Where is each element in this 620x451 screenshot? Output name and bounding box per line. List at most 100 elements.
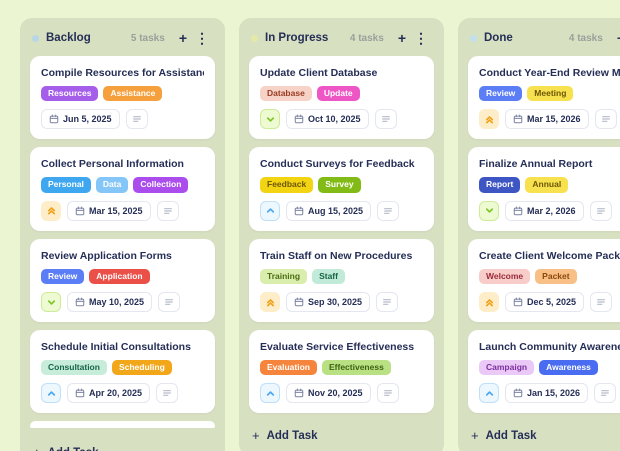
- task-card[interactable]: Train Staff on New Procedures Training St…: [249, 238, 434, 323]
- add-task-button[interactable]: + Add Task: [249, 421, 434, 446]
- tag-report: Report: [479, 177, 521, 193]
- priority-high-icon: [260, 292, 280, 313]
- priority-high-icon: [479, 109, 499, 130]
- task-card[interactable]: Finalize Annual Report Report Annual Mar …: [468, 147, 620, 231]
- card-footer: Oct 10, 2025: [260, 109, 423, 130]
- tag-assistance: Assistance: [103, 86, 163, 102]
- due-date-text: Mar 15, 2025: [89, 205, 143, 216]
- tag-consultation: Consultation: [41, 360, 107, 376]
- description-chip: [590, 292, 613, 313]
- card-footer: May 10, 2025: [41, 292, 204, 313]
- calendar-icon: [294, 114, 304, 124]
- description-icon: [163, 390, 171, 397]
- due-date-chip: Jun 5, 2025: [41, 109, 120, 130]
- tag-survey: Survey: [318, 177, 361, 193]
- card-title: Launch Community Awareness Campaign: [479, 341, 620, 354]
- task-card[interactable]: Schedule Initial Consultations Consultat…: [30, 330, 215, 414]
- due-date-chip: Oct 10, 2025: [286, 109, 369, 130]
- tag-feedback: Feedback: [260, 177, 314, 193]
- add-card-icon[interactable]: +: [613, 31, 620, 45]
- task-card[interactable]: Launch Community Awareness Campaign Camp…: [468, 330, 620, 414]
- tag-meeting: Meeting: [527, 86, 574, 102]
- tag-annual: Annual: [525, 177, 569, 193]
- task-card[interactable]: Create Client Welcome Packets Welcome Pac…: [468, 238, 620, 323]
- column-title: Done: [484, 32, 513, 44]
- due-date-text: May 10, 2025: [89, 297, 145, 308]
- card-footer: Aug 15, 2025: [260, 200, 423, 221]
- add-task-label: Add Task: [48, 447, 99, 451]
- card-footer: Sep 30, 2025: [260, 292, 423, 313]
- description-chip: [376, 383, 399, 404]
- card-title: Update Client Database: [260, 67, 378, 79]
- add-task-label: Add Task: [266, 429, 318, 442]
- tag-collection: Collection: [133, 177, 189, 193]
- add-card-icon[interactable]: +: [394, 31, 410, 45]
- due-date-text: Apr 20, 2025: [89, 388, 143, 399]
- due-date-chip: Mar 15, 2025: [67, 200, 151, 221]
- card-title: Finalize Annual Report: [479, 158, 593, 171]
- card-footer: Apr 20, 2025: [41, 383, 204, 404]
- kanban-column-in-progress: In Progress 4 tasks + ⋮ Update Client Da…: [239, 18, 444, 451]
- tag-training: Training: [260, 268, 308, 285]
- calendar-icon: [294, 388, 304, 398]
- due-date-chip: Jan 15, 2026: [505, 383, 589, 404]
- tag-scheduling: Scheduling: [111, 360, 172, 376]
- task-card[interactable]: Conduct Year-End Review Meeting ReviewMe…: [468, 56, 620, 140]
- description-chip: [125, 109, 148, 130]
- priority-high-icon: [479, 292, 499, 313]
- column-header: Done 4 tasks + ⋮: [468, 28, 620, 56]
- task-card[interactable]: Review Application Forms Review Applicati…: [30, 238, 215, 323]
- description-chip: [156, 200, 179, 221]
- priority-low-icon: [479, 200, 499, 221]
- tag-row: Database Update: [260, 86, 423, 102]
- due-date-chip: Nov 20, 2025: [286, 383, 371, 404]
- priority-medium-icon: [479, 383, 499, 404]
- add-task-button[interactable]: + Add Task: [468, 421, 620, 446]
- tag-row: Resources Assistance: [41, 86, 204, 102]
- tag-row: Campaign Awareness: [479, 360, 620, 376]
- column-menu-icon[interactable]: ⋮: [410, 31, 432, 45]
- description-chip: [589, 200, 612, 221]
- card-list: Update Client Database Database Update Oc…: [249, 56, 434, 414]
- calendar-icon: [513, 114, 523, 124]
- card-title: Collect Personal Information: [41, 158, 184, 171]
- due-date-text: Jun 5, 2025: [63, 114, 112, 125]
- calendar-icon: [513, 206, 523, 215]
- task-card[interactable]: Compile Resources for Assistance Resourc…: [30, 56, 215, 140]
- add-card-icon[interactable]: +: [175, 31, 191, 45]
- task-card[interactable]: Update Client Database Database Update Oc…: [249, 56, 434, 140]
- card-title: Train Staff on New Procedures: [260, 249, 413, 262]
- due-date-text: Mar 2, 2026: [527, 205, 576, 216]
- kanban-column-done: Done 4 tasks + ⋮ Conduct Year-End Review…: [458, 18, 620, 451]
- priority-low-icon: [41, 292, 61, 313]
- card-title: Create Client Welcome Packets: [479, 249, 620, 262]
- card-title: Conduct Surveys for Feedback: [260, 158, 415, 171]
- column-menu-icon[interactable]: ⋮: [191, 31, 213, 45]
- plus-icon: +: [252, 428, 260, 444]
- priority-medium-icon: [41, 383, 61, 404]
- due-date-chip: Dec 5, 2025: [505, 292, 585, 313]
- column-title: Backlog: [46, 32, 91, 44]
- description-icon: [381, 116, 390, 123]
- calendar-icon: [513, 297, 523, 307]
- task-card[interactable]: Collect Personal Information Personal Dat…: [30, 147, 215, 231]
- task-card-partial[interactable]: [30, 421, 215, 429]
- add-task-label: Add Task: [485, 429, 537, 442]
- tag-row: Consultation Scheduling: [41, 360, 204, 376]
- calendar-icon: [49, 114, 59, 124]
- calendar-icon: [75, 206, 85, 215]
- tag-row: Review Meeting: [479, 86, 620, 102]
- calendar-icon: [75, 388, 85, 398]
- add-task-button[interactable]: + Add Task: [30, 438, 215, 451]
- due-date-text: Dec 5, 2025: [527, 297, 577, 308]
- description-icon: [165, 299, 173, 305]
- due-date-chip: May 10, 2025: [67, 292, 153, 313]
- card-footer: Mar 15, 2026: [479, 109, 620, 130]
- task-card[interactable]: Conduct Surveys for Feedback Feedback Sur…: [249, 147, 434, 231]
- due-date-chip: Sep 30, 2025: [286, 292, 371, 313]
- task-card[interactable]: Evaluate Service Effectiveness Evaluatio…: [249, 330, 434, 414]
- tag-awareness: Awareness: [539, 360, 598, 376]
- column-header: In Progress 4 tasks + ⋮: [249, 28, 434, 56]
- tag-row: Feedback Survey: [260, 177, 423, 193]
- due-date-text: Sep 30, 2025: [308, 297, 363, 308]
